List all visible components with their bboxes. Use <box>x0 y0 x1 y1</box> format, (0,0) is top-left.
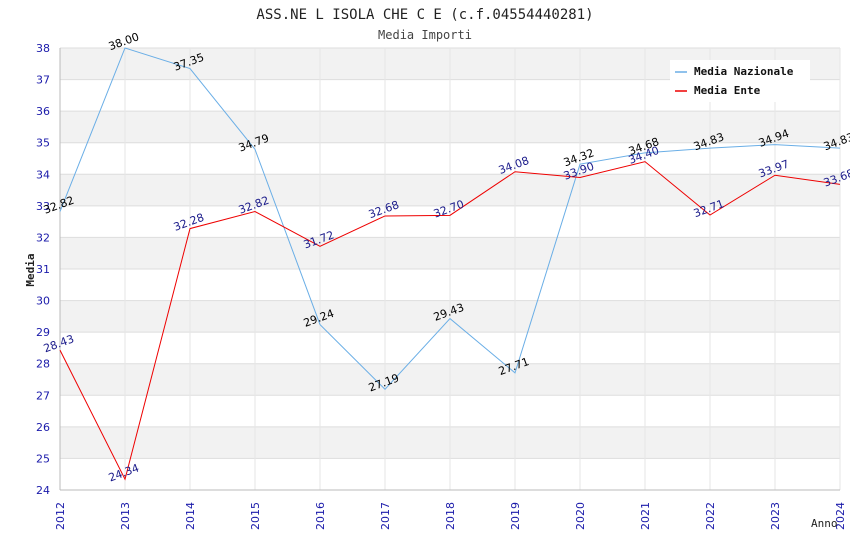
x-tick-label: 2021 <box>639 502 652 530</box>
y-tick-label: 33 <box>36 200 50 213</box>
y-tick-label: 37 <box>36 74 50 87</box>
legend-label-media-nazionale: Media Nazionale <box>694 65 794 78</box>
x-tick-label: 2012 <box>54 502 67 530</box>
y-tick-labels: 24 25 26 27 28 29 30 31 32 33 34 35 36 37 38 <box>36 42 50 497</box>
x-tick-label: 2019 <box>509 502 522 530</box>
y-tick-label: 32 <box>36 231 50 244</box>
y-tick-label: 26 <box>36 421 50 434</box>
x-tick-label: 2018 <box>444 502 457 530</box>
y-tick-label: 25 <box>36 452 50 465</box>
y-tick-label: 27 <box>36 389 50 402</box>
y-tick-label: 34 <box>36 168 50 181</box>
legend-box <box>670 60 810 102</box>
x-tick-label: 2014 <box>184 502 197 530</box>
x-tick-label: 2016 <box>314 502 327 530</box>
axes <box>59 48 840 491</box>
series-lines <box>59 47 841 481</box>
x-tick-label: 2015 <box>249 502 262 530</box>
x-tick-label: 2022 <box>704 502 717 530</box>
x-tick-label: 2024 <box>834 502 847 530</box>
y-tick-label: 35 <box>36 137 50 150</box>
legend: Media Nazionale Media Ente <box>670 60 810 102</box>
x-tick-label: 2023 <box>769 502 782 530</box>
series-line-media-nazionale <box>59 47 841 391</box>
series-line-media-ente <box>59 161 841 481</box>
x-tick-label: 2020 <box>574 502 587 530</box>
x-axis-label: Anno <box>811 517 838 530</box>
plot-background <box>59 47 841 491</box>
y-axis-label: Media <box>24 253 37 286</box>
y-tick-label: 31 <box>36 263 50 276</box>
y-tick-label: 24 <box>36 484 50 497</box>
y-tick-label: 38 <box>36 42 50 55</box>
x-tick-labels: 2012 2013 2014 2015 2016 2017 2018 2019 2020 2021… <box>54 502 847 530</box>
y-tick-label: 28 <box>36 358 50 371</box>
x-tick-label: 2013 <box>119 502 132 530</box>
chart-title: ASS.NE L ISOLA CHE C E (c.f.04554440281) <box>256 7 593 23</box>
y-tick-label: 29 <box>36 326 50 339</box>
x-tick-label: 2017 <box>379 502 392 530</box>
y-tick-label: 30 <box>36 295 50 308</box>
legend-label-media-ente: Media Ente <box>694 84 761 97</box>
chart-subtitle: Media Importi <box>378 28 472 42</box>
y-tick-label: 36 <box>36 105 50 118</box>
